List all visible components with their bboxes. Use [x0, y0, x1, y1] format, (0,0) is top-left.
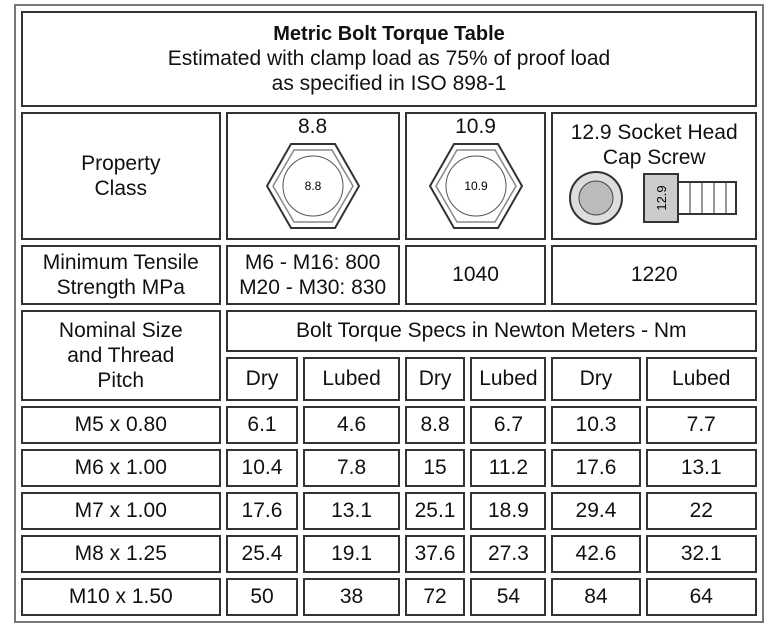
header-cell: Metric Bolt Torque Table Estimated with …: [21, 11, 757, 107]
data-row: M7 x 1.00 17.6 13.1 25.1 18.9 29.4 22: [21, 492, 757, 530]
icon-label: 12.9: [654, 185, 669, 210]
data-row: M10 x 1.50 50 38 72 54 84 64: [21, 578, 757, 616]
size-label: M8 x 1.25: [21, 535, 221, 573]
socket-screw-icon: 12.9: [569, 171, 738, 226]
tensile-value: 1220: [551, 245, 757, 305]
torque-header: Bolt Torque Specs in Newton Meters - Nm: [225, 310, 757, 352]
row-label: Property Class: [21, 112, 221, 240]
column-header: Dry: [551, 357, 641, 401]
tensile-value: M20 - M30: 830: [239, 276, 387, 299]
tensile-cell: M6 - M16: 800 M20 - M30: 830: [225, 245, 400, 305]
data-row: M8 x 1.25 25.4 19.1 37.6 27.3 42.6 32.1: [21, 535, 757, 573]
column-header: Dry: [404, 357, 466, 401]
torque-value: 17.6: [225, 492, 299, 530]
torque-value: 84: [551, 578, 641, 616]
torque-value: 13.1: [645, 449, 757, 487]
torque-value: 50: [225, 578, 299, 616]
torque-value: 15: [404, 449, 466, 487]
size-label: M10 x 1.50: [21, 578, 221, 616]
icon-label: 8.8: [304, 179, 321, 193]
torque-value: 42.6: [551, 535, 641, 573]
torque-value: 4.6: [303, 406, 400, 444]
torque-value: 8.8: [404, 406, 466, 444]
column-header: Dry: [225, 357, 299, 401]
class-cell: 10.9 10.9: [404, 112, 547, 240]
data-row: M6 x 1.00 10.4 7.8 15 11.2 17.6 13.1: [21, 449, 757, 487]
torque-value: 37.6: [404, 535, 466, 573]
torque-value: 25.4: [225, 535, 299, 573]
size-label: M6 x 1.00: [21, 449, 221, 487]
torque-value: 19.1: [303, 535, 400, 573]
tensile-value: 1040: [404, 245, 547, 305]
torque-value: 64: [645, 578, 757, 616]
class-cell: 8.8 8.8: [225, 112, 400, 240]
subtitle: as specified in ISO 898-1: [271, 72, 507, 95]
row-label: Nominal Size and Thread Pitch: [21, 310, 221, 401]
size-label: M5 x 0.80: [21, 406, 221, 444]
torque-value: 18.9: [470, 492, 547, 530]
torque-value: 29.4: [551, 492, 641, 530]
hex-bolt-icon: 10.9: [428, 142, 523, 229]
column-header-row: Dry Lubed Dry Lubed Dry Lubed: [21, 357, 757, 401]
torque-value: 38: [303, 578, 400, 616]
torque-value: 54: [470, 578, 547, 616]
torque-value: 72: [404, 578, 466, 616]
tensile-value: M6 - M16: 800: [244, 250, 381, 274]
torque-value: 32.1: [645, 535, 757, 573]
torque-value: 22: [645, 492, 757, 530]
data-row: M5 x 0.80 6.1 4.6 8.8 6.7 10.3 7.7: [21, 406, 757, 444]
subtitle: Estimated with clamp load as 75% of proo…: [167, 46, 611, 70]
torque-value: 17.6: [551, 449, 641, 487]
torque-value: 6.1: [225, 406, 299, 444]
column-header: Lubed: [303, 357, 400, 401]
class-name: 12.9 Socket Head Cap Screw: [570, 120, 738, 169]
torque-value: 6.7: [470, 406, 547, 444]
torque-value: 25.1: [404, 492, 466, 530]
torque-value: 27.3: [470, 535, 547, 573]
torque-value: 7.7: [645, 406, 757, 444]
class-name: 10.9: [455, 115, 496, 139]
column-header: Lubed: [470, 357, 547, 401]
torque-value: 11.2: [470, 449, 547, 487]
class-name: 8.8: [298, 115, 328, 139]
title: Metric Bolt Torque Table: [273, 22, 505, 45]
torque-value: 10.3: [551, 406, 641, 444]
size-label: M7 x 1.00: [21, 492, 221, 530]
torque-value: 7.8: [303, 449, 400, 487]
column-header: Lubed: [645, 357, 757, 401]
torque-value: 10.4: [225, 449, 299, 487]
hex-bolt-icon: 8.8: [265, 142, 360, 229]
icon-label: 10.9: [464, 179, 488, 193]
class-cell: 12.9 Socket Head Cap Screw 12.9: [551, 112, 757, 240]
row-label: Minimum Tensile Strength MPa: [21, 245, 221, 305]
torque-table: Metric Bolt Torque Table Estimated with …: [14, 4, 764, 623]
torque-value: 13.1: [303, 492, 400, 530]
